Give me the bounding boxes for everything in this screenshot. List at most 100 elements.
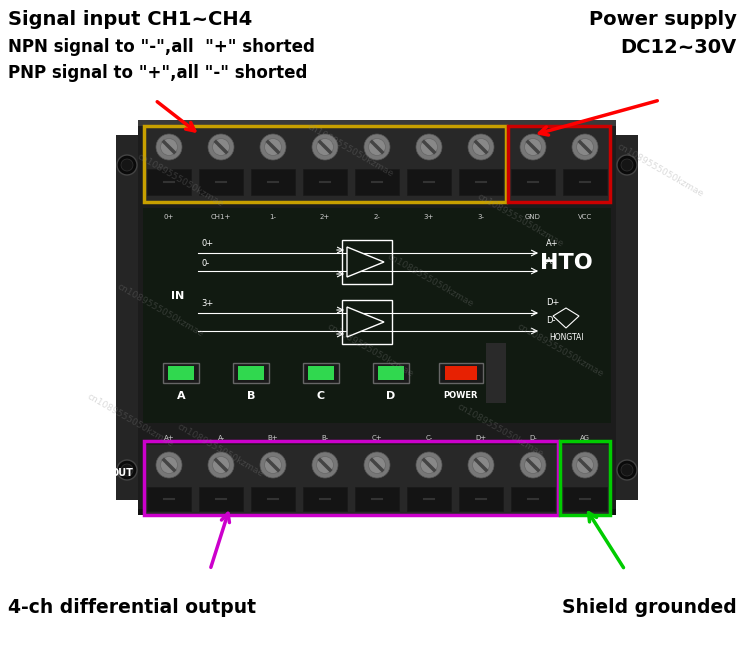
Polygon shape: [347, 247, 384, 277]
Circle shape: [264, 139, 282, 156]
Bar: [199, 487, 243, 511]
Bar: [138, 120, 616, 515]
Text: Signal input CH1~CH4: Signal input CH1~CH4: [8, 10, 253, 29]
Circle shape: [416, 134, 442, 160]
Circle shape: [420, 139, 437, 156]
Text: C: C: [317, 391, 325, 401]
Circle shape: [476, 142, 480, 146]
Circle shape: [260, 134, 286, 160]
Text: 3-: 3-: [478, 214, 484, 220]
Bar: [355, 487, 399, 511]
Bar: [373, 363, 409, 383]
Bar: [511, 169, 555, 195]
Bar: [511, 487, 555, 511]
Text: 2+: 2+: [320, 214, 330, 220]
Circle shape: [364, 134, 390, 160]
Bar: [251, 169, 295, 195]
Text: 4-ch differential output: 4-ch differential output: [8, 598, 256, 617]
Circle shape: [208, 452, 234, 478]
Text: POWER: POWER: [444, 391, 478, 400]
Circle shape: [212, 456, 229, 473]
Text: 3+: 3+: [424, 214, 434, 220]
Text: D+: D+: [546, 298, 559, 307]
Circle shape: [320, 460, 323, 464]
Bar: [144, 126, 506, 202]
Bar: [233, 363, 269, 383]
Bar: [143, 423, 611, 433]
Bar: [308, 366, 334, 380]
Bar: [143, 445, 611, 517]
Text: 0+: 0+: [164, 214, 174, 220]
Circle shape: [216, 460, 220, 464]
Bar: [116, 135, 138, 500]
Text: cn1089555050kzmae: cn1089555050kzmae: [475, 192, 565, 249]
Circle shape: [264, 456, 282, 473]
Bar: [445, 366, 477, 380]
Circle shape: [117, 460, 137, 480]
Text: GND: GND: [525, 214, 541, 220]
Text: VCC: VCC: [578, 214, 592, 220]
Circle shape: [527, 460, 532, 464]
Text: D-: D-: [546, 316, 556, 325]
Text: C+: C+: [372, 435, 382, 441]
Circle shape: [164, 460, 168, 464]
Bar: [163, 363, 199, 383]
Bar: [138, 509, 616, 515]
Circle shape: [580, 460, 583, 464]
Circle shape: [320, 142, 323, 146]
Text: cn1089555050kzmae: cn1089555050kzmae: [385, 252, 475, 309]
Bar: [143, 208, 611, 423]
Text: cn1089555050kzmae: cn1089555050kzmae: [136, 152, 225, 209]
Text: PNP signal to "+",all "-" shorted: PNP signal to "+",all "-" shorted: [8, 64, 308, 82]
Text: 0-: 0-: [201, 259, 209, 268]
Circle shape: [468, 452, 494, 478]
Text: C-: C-: [425, 435, 433, 441]
Bar: [168, 366, 194, 380]
Bar: [459, 487, 503, 511]
Circle shape: [617, 460, 637, 480]
Bar: [563, 169, 607, 195]
Text: HONGTAI: HONGTAI: [549, 334, 583, 343]
Bar: [303, 363, 339, 383]
Circle shape: [161, 456, 177, 473]
Bar: [342, 240, 392, 284]
Circle shape: [121, 464, 133, 476]
Bar: [407, 169, 451, 195]
Circle shape: [476, 460, 480, 464]
Text: D-: D-: [529, 435, 537, 441]
Bar: [147, 169, 191, 195]
Text: B-: B-: [321, 435, 329, 441]
Text: DC12~30V: DC12~30V: [621, 38, 737, 57]
Text: A: A: [177, 391, 186, 401]
Circle shape: [121, 159, 133, 171]
Text: B: B: [247, 391, 256, 401]
Text: CH1+: CH1+: [211, 214, 231, 220]
Bar: [199, 169, 243, 195]
Circle shape: [364, 452, 390, 478]
Bar: [342, 300, 392, 344]
Bar: [407, 487, 451, 511]
Circle shape: [520, 134, 546, 160]
Circle shape: [472, 456, 489, 473]
Text: Shield grounded: Shield grounded: [562, 598, 737, 617]
Circle shape: [577, 139, 594, 156]
Text: A-: A-: [218, 435, 224, 441]
Text: 0+: 0+: [201, 239, 213, 248]
Circle shape: [420, 456, 437, 473]
Text: 2-: 2-: [373, 214, 381, 220]
Bar: [486, 343, 506, 403]
Polygon shape: [347, 307, 384, 337]
Text: cn1089555050kzmae: cn1089555050kzmae: [455, 402, 545, 458]
Circle shape: [617, 155, 637, 175]
Text: NPN signal to "-",all  "+" shorted: NPN signal to "-",all "+" shorted: [8, 38, 315, 56]
Bar: [378, 366, 404, 380]
Text: A-: A-: [546, 257, 554, 266]
Circle shape: [117, 155, 137, 175]
Text: D: D: [387, 391, 396, 401]
Circle shape: [577, 456, 594, 473]
Bar: [563, 487, 607, 511]
Circle shape: [372, 460, 375, 464]
Circle shape: [416, 452, 442, 478]
Text: 3+: 3+: [201, 299, 213, 308]
Bar: [439, 363, 483, 383]
